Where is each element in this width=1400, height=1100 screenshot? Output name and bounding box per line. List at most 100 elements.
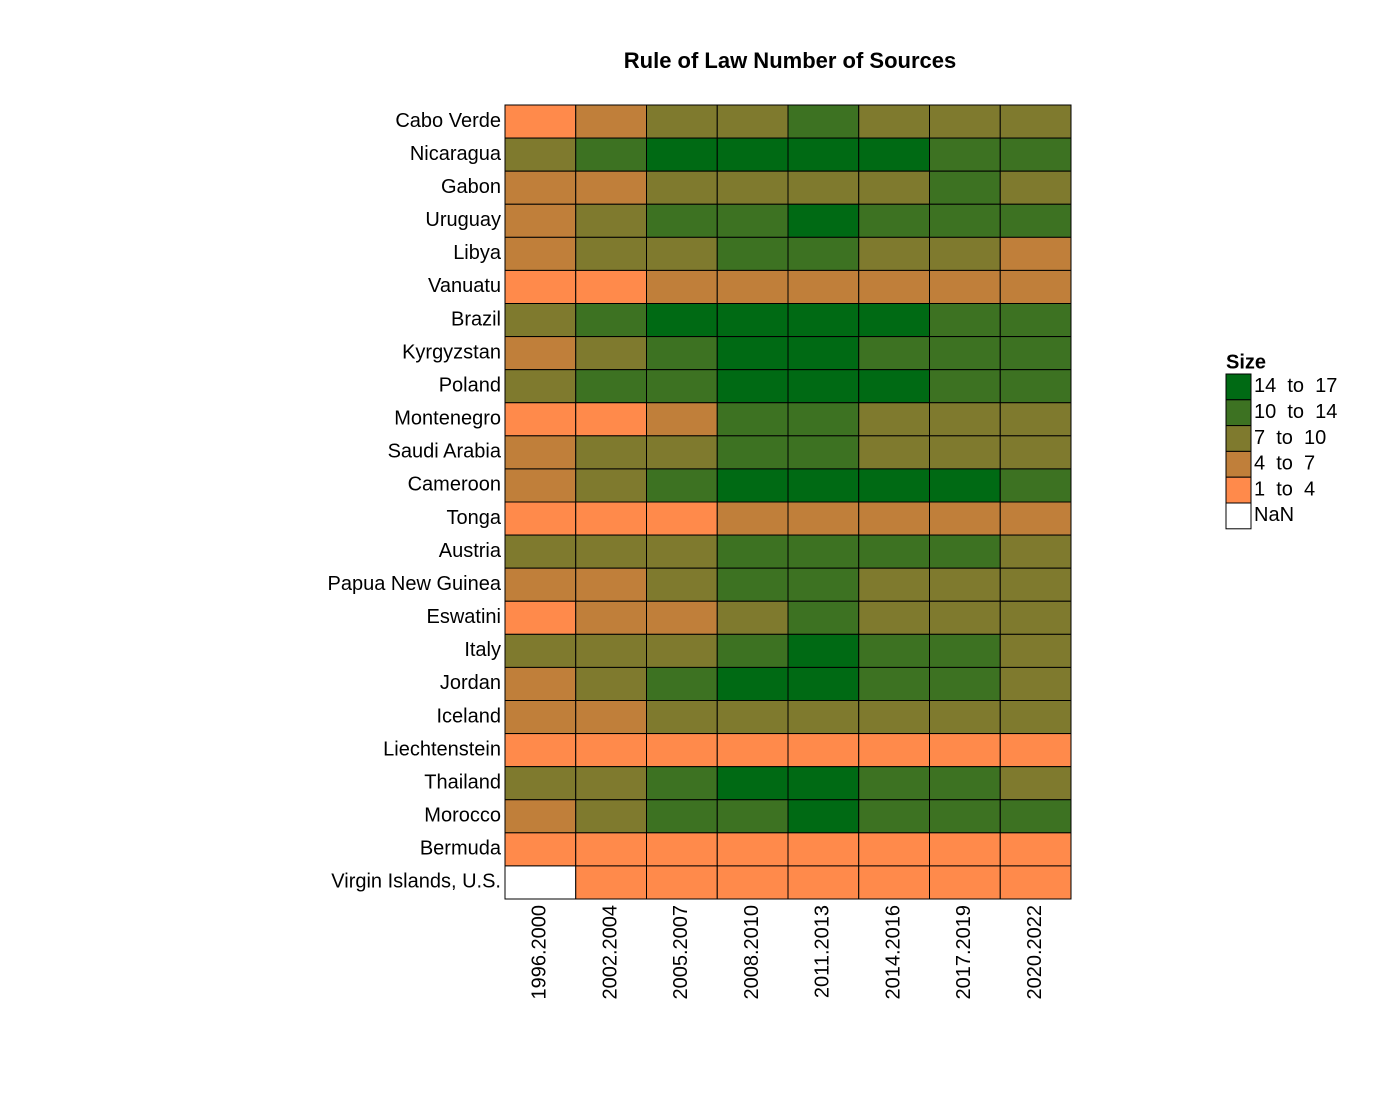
heat-cell [716,303,789,338]
heat-cell [929,799,1001,834]
heat-cell [716,700,789,735]
heat-cell [787,203,860,238]
heat-cell [575,666,647,702]
y-tick-label: Brazil [451,308,501,330]
heat-cell [858,336,930,371]
heat-cell [646,534,718,569]
heat-cell [575,766,647,801]
heat-cell [787,303,860,338]
heat-cell [646,336,718,371]
heat-cell [999,269,1072,304]
heat-cell [575,170,647,205]
heat-cell [646,236,718,271]
heat-cell [787,236,860,271]
heat-cell [646,303,718,338]
heat-cell [646,832,718,867]
heat-cell [999,700,1072,735]
heat-cell [929,733,1001,768]
heat-cell [716,402,789,437]
heat-cell [504,700,577,735]
y-tick-label: Gabon [441,176,501,198]
legend-title: Size [1226,351,1266,373]
heat-cell [787,468,860,503]
heat-cell [858,633,930,668]
heat-cell [575,336,647,371]
heat-cell [575,203,647,238]
heat-cell [575,303,647,338]
heat-cell [787,633,860,668]
heat-cell [575,832,647,867]
heat-cell [787,402,860,437]
heat-cell [999,170,1072,205]
y-tick-label: Italy [464,639,501,661]
heat-cell [504,766,577,801]
heat-cell [575,633,647,668]
legend-swatch [1225,373,1252,401]
heat-cell [787,435,860,470]
heat-cell [646,700,718,735]
y-tick-label: Thailand [424,771,501,793]
x-tick-label: 2017.2019 [953,905,975,1000]
heat-cell [575,567,647,602]
heat-cell [646,733,718,768]
heat-cell [787,700,860,735]
heat-cell [575,501,647,536]
heat-cell [575,369,647,404]
heat-cell [999,799,1072,834]
y-tick-label: Vanuatu [428,275,501,297]
heat-cell [929,137,1001,172]
heat-cell [929,468,1001,503]
heat-cell [929,269,1001,304]
heat-cell [646,435,718,470]
legend-swatch [1225,502,1252,530]
heat-cell [716,236,789,271]
heat-cell [858,369,930,404]
legend-swatch [1225,425,1252,452]
heat-cell [504,435,577,470]
heat-cell [646,865,718,900]
heat-cell [504,534,577,569]
heat-cell [858,567,930,602]
heat-cell [504,402,577,437]
heat-cell [999,435,1072,470]
heat-cell [858,269,930,304]
heat-cell [504,666,577,702]
legend-swatch [1225,450,1252,478]
heat-cell [787,567,860,602]
legend-label: 14 to 17 [1254,375,1337,397]
heat-cell [787,733,860,768]
heat-cell [504,633,577,668]
heat-cell [646,501,718,536]
heat-cell [858,865,930,900]
y-tick-label: Morocco [424,805,501,827]
heat-cell [575,700,647,735]
heat-cell [575,402,647,437]
heat-cell [646,269,718,304]
heat-cell [646,567,718,602]
heat-cell [929,203,1001,238]
heat-cell [858,501,930,536]
heat-cell [716,468,789,503]
heat-cell [929,766,1001,801]
heat-cell [716,766,789,801]
heat-cell [787,501,860,536]
heat-cell [504,369,577,404]
y-tick-label: Eswatini [427,606,501,628]
heat-cell [858,534,930,569]
heat-cell [929,865,1001,900]
heat-cell [858,104,930,139]
heat-cell [929,402,1001,437]
heat-cell [716,633,789,668]
heat-cell [787,269,860,304]
heat-cell [575,534,647,569]
heat-cell [716,435,789,470]
heat-cell [929,369,1001,404]
heat-cell [575,269,647,304]
heat-cell [787,137,860,172]
chart-title: Rule of Law Number of Sources [624,48,957,73]
heat-cell [999,600,1072,635]
heat-cell [504,865,577,900]
heat-cell [716,733,789,768]
heat-cell [929,832,1001,867]
legend-label: 1 to 4 [1254,478,1315,500]
